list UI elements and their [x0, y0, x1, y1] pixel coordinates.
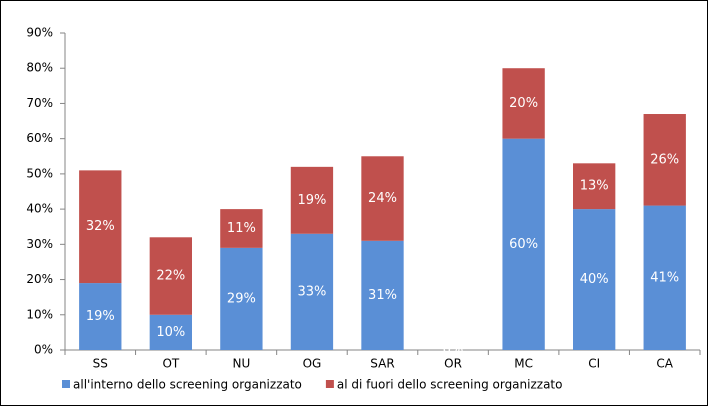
- bar-segment: [149, 237, 192, 315]
- bar-segment: [220, 247, 263, 350]
- value-label: 0%: [443, 343, 464, 358]
- value-label: 19%: [86, 309, 115, 324]
- value-label: 22%: [156, 269, 185, 284]
- bar-segment: [149, 314, 192, 350]
- bar-segment: [573, 209, 616, 350]
- y-tick-label: 50%: [26, 166, 53, 180]
- value-label: 26%: [650, 152, 679, 167]
- bar-segment: [290, 166, 334, 234]
- y-tick-label: 80%: [26, 61, 53, 75]
- legend-label: al di fuori dello screening organizzato: [337, 378, 563, 392]
- value-label: 31%: [368, 288, 397, 303]
- y-tick-label: 70%: [26, 96, 53, 110]
- value-label: 0%: [443, 343, 464, 358]
- y-tick-label: 60%: [26, 131, 53, 145]
- bar-segment: [643, 114, 686, 206]
- bar-segment: [502, 68, 545, 139]
- value-label: 33%: [297, 284, 326, 299]
- x-tick-label: SAR: [370, 357, 394, 371]
- bar-segment: [79, 170, 122, 284]
- bar-segment: [573, 163, 616, 210]
- legend-label: all'interno dello screening organizzato: [73, 378, 302, 392]
- bar-segment: [643, 205, 686, 350]
- y-tick-label: 0%: [34, 343, 53, 357]
- value-label: 41%: [650, 270, 679, 285]
- value-label: 29%: [227, 291, 256, 306]
- x-tick-label: CA: [656, 357, 673, 371]
- bar-segment: [290, 233, 334, 350]
- bar-segment: [79, 283, 122, 350]
- x-tick-label: SS: [93, 357, 108, 371]
- value-label: 19%: [297, 193, 326, 208]
- value-label: 60%: [509, 237, 538, 252]
- x-tick-label: OG: [303, 357, 322, 371]
- value-label: 24%: [368, 191, 397, 206]
- value-label: 20%: [509, 96, 538, 111]
- x-tick-label: OT: [162, 357, 179, 371]
- y-tick-label: 20%: [26, 272, 53, 286]
- value-label: 32%: [86, 219, 115, 234]
- y-tick-label: 40%: [26, 202, 53, 216]
- bar-segment: [502, 138, 545, 350]
- y-tick-label: 90%: [26, 26, 53, 40]
- legend-swatch: [325, 380, 334, 388]
- bar-segment: [220, 209, 263, 248]
- y-tick-label: 10%: [26, 307, 53, 321]
- x-tick-label: CI: [588, 357, 600, 371]
- bar-segment: [361, 240, 404, 350]
- value-label: 10%: [156, 325, 185, 340]
- value-label: 11%: [227, 221, 256, 236]
- x-tick-label: OR: [444, 357, 462, 371]
- legend-swatch: [62, 380, 70, 388]
- y-tick-label: 30%: [26, 237, 53, 251]
- x-tick-label: NU: [233, 357, 251, 371]
- value-label: 13%: [580, 179, 609, 194]
- bar-segment: [361, 156, 404, 241]
- x-tick-label: MC: [514, 357, 533, 371]
- value-label: 40%: [580, 272, 609, 287]
